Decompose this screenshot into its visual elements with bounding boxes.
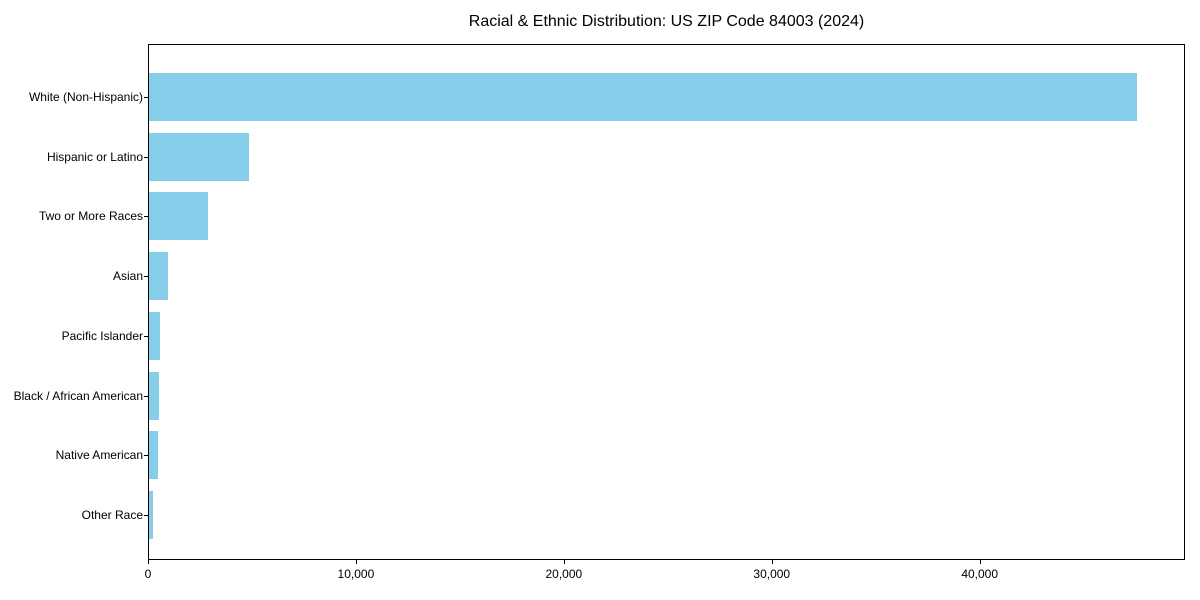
bar-hispanic-or-latino <box>149 132 249 181</box>
x-tick-label: 10,000 <box>337 567 375 581</box>
y-tick-mark <box>144 514 148 516</box>
bar-native-american <box>149 431 159 480</box>
y-tick-label: Hispanic or Latino <box>46 149 143 164</box>
y-tick-mark <box>144 97 148 98</box>
y-tick-label: Native American <box>55 448 143 463</box>
y-tick-label: Two or More Races <box>38 209 143 224</box>
bar-black-african-american <box>149 371 160 420</box>
x-tick-mark <box>355 560 357 564</box>
chart-title: Racial & Ethnic Distribution: US ZIP Cod… <box>468 13 865 30</box>
y-tick-mark <box>144 455 148 457</box>
x-tick-label: 40,000 <box>961 567 999 581</box>
y-tick-mark <box>144 335 148 337</box>
plot-area <box>148 44 1185 560</box>
x-tick-label: 0 <box>144 567 152 581</box>
y-tick-label: Pacific Islander <box>61 328 143 343</box>
x-tick-label: 20,000 <box>545 567 583 581</box>
y-tick-label: Asian <box>112 269 143 284</box>
x-tick-mark <box>148 560 149 564</box>
y-tick-mark <box>144 276 148 278</box>
y-tick-mark <box>144 395 148 397</box>
bar-other-race <box>149 490 153 539</box>
x-tick-mark <box>771 560 773 564</box>
y-tick-label: Black / African American <box>13 388 143 403</box>
x-tick-mark <box>979 560 981 564</box>
y-tick-label: Other Race <box>81 507 143 522</box>
x-tick-mark <box>563 560 565 564</box>
bar-two-or-more-races <box>149 192 209 241</box>
y-tick-mark <box>144 216 148 218</box>
bar-asian <box>149 252 168 301</box>
bar-pacific-islander <box>149 311 161 360</box>
y-tick-mark <box>144 156 148 158</box>
y-tick-label: White (Non-Hispanic) <box>28 90 143 104</box>
x-tick-label: 30,000 <box>753 567 791 581</box>
bar-white-non-hispanic- <box>149 73 1137 121</box>
